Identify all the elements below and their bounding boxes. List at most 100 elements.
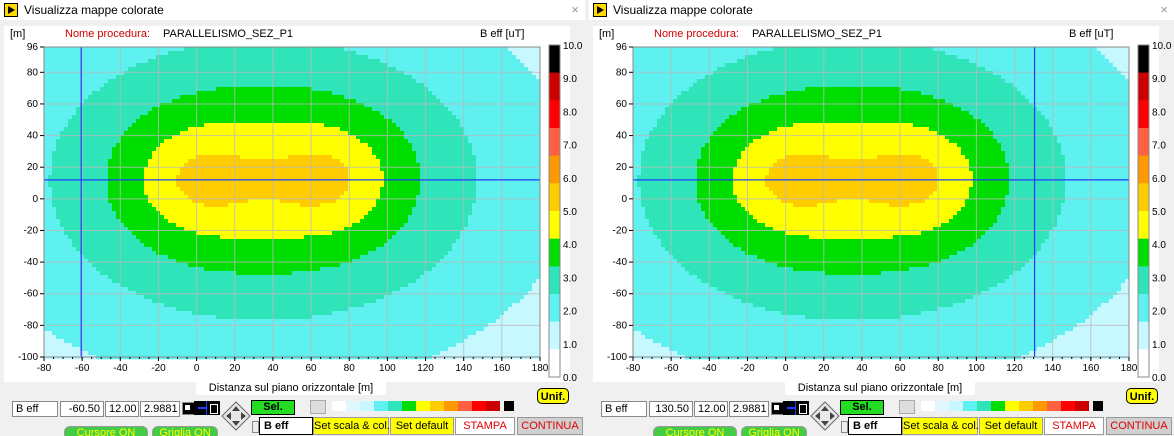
heatmap-cell [96,135,101,140]
heatmap-cell [376,167,381,172]
heatmap-cell [116,131,121,136]
heatmap-cell [208,79,213,84]
heatmap-cell [76,71,81,76]
heatmap-cell [248,79,253,84]
heatmap-cell [88,127,93,132]
heatmap-cell [276,75,281,80]
heatmap-cell [380,111,385,116]
heatmap-cell [260,99,265,104]
heatmap-cell [64,103,69,108]
heatmap-cell [220,143,225,148]
heatmap-cell [508,199,513,204]
heatmap-cell [84,179,89,184]
heatmap-cell [448,127,453,132]
heatmap-cell [356,51,361,56]
heatmap-cell [288,127,293,132]
heatmap-cell [460,163,465,168]
heatmap-cell [68,171,73,176]
heatmap-cell [200,79,205,84]
heatmap-cell [288,163,293,168]
heatmap-cell [456,203,461,208]
heatmap-cell [72,103,77,108]
heatmap-cell [476,179,481,184]
heatmap-cell [512,95,517,100]
heatmap-cell [304,127,309,132]
heatmap-cell [348,183,353,188]
heatmap-cell [176,135,181,140]
heatmap-cell [96,63,101,68]
heatmap-cell [520,87,525,92]
heatmap-cell [324,119,329,124]
heatmap-cell [532,183,537,188]
heatmap-cell [60,175,65,180]
heatmap-cell [264,83,269,88]
heatmap-cell [196,87,201,92]
heatmap-cell [452,79,457,84]
heatmap-cell [352,103,357,108]
heatmap-cell [380,175,385,180]
heatmap-cell [172,179,177,184]
heatmap-cell [340,155,345,160]
heatmap-cell [148,59,153,64]
close-icon[interactable]: × [571,2,579,17]
heatmap-cell [516,119,521,124]
heatmap-cell [516,47,521,52]
heatmap-cell [312,83,317,88]
field-map-chart[interactable]: -80 -60 -40 -20 0 20 40 60 80 100 120 140 160 1809680… [0,0,585,400]
heatmap-cell [128,95,133,100]
heatmap-cell [460,159,465,164]
heatmap-cell [244,143,249,148]
heatmap-cell [264,47,269,52]
heatmap-cell [152,83,157,88]
heatmap-cell [376,99,381,104]
heatmap-cell [424,143,429,148]
heatmap-cell [188,51,193,56]
heatmap-cell [252,171,257,176]
heatmap-cell [124,139,129,144]
heatmap-cell [504,195,509,200]
heatmap-cell [216,79,221,84]
heatmap-cell [396,119,401,124]
heatmap-cell [512,107,517,112]
heatmap-cell [452,67,457,72]
heatmap-cell [208,95,213,100]
heatmap-cell [376,75,381,80]
heatmap-cell [464,123,469,128]
heatmap-cell [252,115,257,120]
heatmap-cell [492,55,497,60]
heatmap-cell [348,83,353,88]
heatmap-cell [332,195,337,200]
heatmap-cell [348,119,353,124]
heatmap-cell [164,107,169,112]
heatmap-cell [400,83,405,88]
heatmap-cell [256,195,261,200]
heatmap-cell [136,135,141,140]
heatmap-cell [316,199,321,204]
heatmap-cell [432,175,437,180]
heatmap-cell [152,63,157,68]
heatmap-cell [116,87,121,92]
heatmap-cell [208,55,213,60]
heatmap-cell [528,55,533,60]
heatmap-cell [196,183,201,188]
heatmap-cell [216,115,221,120]
heatmap-cell [404,135,409,140]
heatmap-cell [492,135,497,140]
heatmap-cell [268,147,273,152]
heatmap-cell [328,123,333,128]
heatmap-cell [356,83,361,88]
heatmap-cell [460,83,465,88]
heatmap-cell [208,83,213,88]
heatmap-cell [228,147,233,152]
heatmap-cell [152,131,157,136]
heatmap-cell [364,175,369,180]
heatmap-cell [64,163,69,168]
heatmap-cell [260,83,265,88]
heatmap-cell [460,103,465,108]
heatmap-cell [260,139,265,144]
heatmap-cell [432,51,437,56]
heatmap-cell [184,155,189,160]
heatmap-cell [76,63,81,68]
heatmap-cell [524,179,529,184]
heatmap-cell [480,99,485,104]
